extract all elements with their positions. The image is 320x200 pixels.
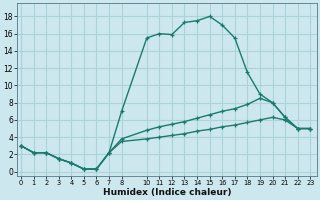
X-axis label: Humidex (Indice chaleur): Humidex (Indice chaleur) bbox=[103, 188, 231, 197]
